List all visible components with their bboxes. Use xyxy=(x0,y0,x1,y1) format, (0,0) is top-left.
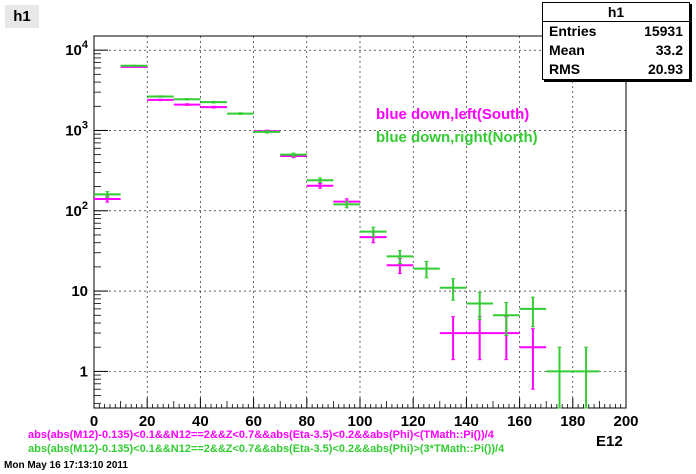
stats-entries-label: Entries xyxy=(549,23,597,39)
stats-box: h1 Entries 15931 Mean 33.2 RMS 20.93 xyxy=(542,2,690,80)
x-axis-title: E12 xyxy=(596,433,623,450)
histogram-title: h1 xyxy=(5,5,39,28)
stats-title: h1 xyxy=(543,3,689,22)
legend-entry-south: blue down,left(South) xyxy=(376,106,530,123)
x-tick-label: 180 xyxy=(560,413,585,430)
x-tick-label: 160 xyxy=(507,413,532,430)
stats-mean-value: 33.2 xyxy=(655,42,683,58)
x-tick-label: 80 xyxy=(298,413,315,430)
stats-row-rms: RMS 20.93 xyxy=(543,60,689,79)
x-tick-label: 0 xyxy=(90,413,98,430)
x-tick-label: 60 xyxy=(245,413,262,430)
x-tick-label: 40 xyxy=(192,413,209,430)
y-tick-label: 1 xyxy=(80,363,88,380)
stats-row-entries: Entries 15931 xyxy=(543,22,689,41)
y-tick-label: 10 xyxy=(71,283,88,300)
y-tick-label: 104 xyxy=(65,39,89,59)
stats-rms-label: RMS xyxy=(549,61,581,77)
cut-text-green: abs(abs(M12)-0.135)<0.1&&N12==2&&Z<0.7&&… xyxy=(28,443,505,455)
x-tick-label: 120 xyxy=(401,413,426,430)
stats-entries-value: 15931 xyxy=(644,23,683,39)
cut-text-magenta: abs(abs(M12)-0.135)<0.1&&N12==2&&Z<0.7&&… xyxy=(28,429,494,441)
stats-row-mean: Mean 33.2 xyxy=(543,41,689,60)
x-tick-label: 200 xyxy=(613,413,638,430)
y-tick-label: 103 xyxy=(65,119,88,139)
x-tick-label: 20 xyxy=(139,413,156,430)
x-tick-label: 140 xyxy=(454,413,479,430)
y-tick-label: 102 xyxy=(65,200,88,220)
stats-rms-value: 20.93 xyxy=(647,61,683,77)
legend-entry-north: blue down,right(North) xyxy=(376,129,538,146)
timestamp: Mon May 16 17:13:10 2011 xyxy=(4,460,128,471)
x-tick-label: 100 xyxy=(347,413,372,430)
stats-mean-label: Mean xyxy=(549,42,585,58)
